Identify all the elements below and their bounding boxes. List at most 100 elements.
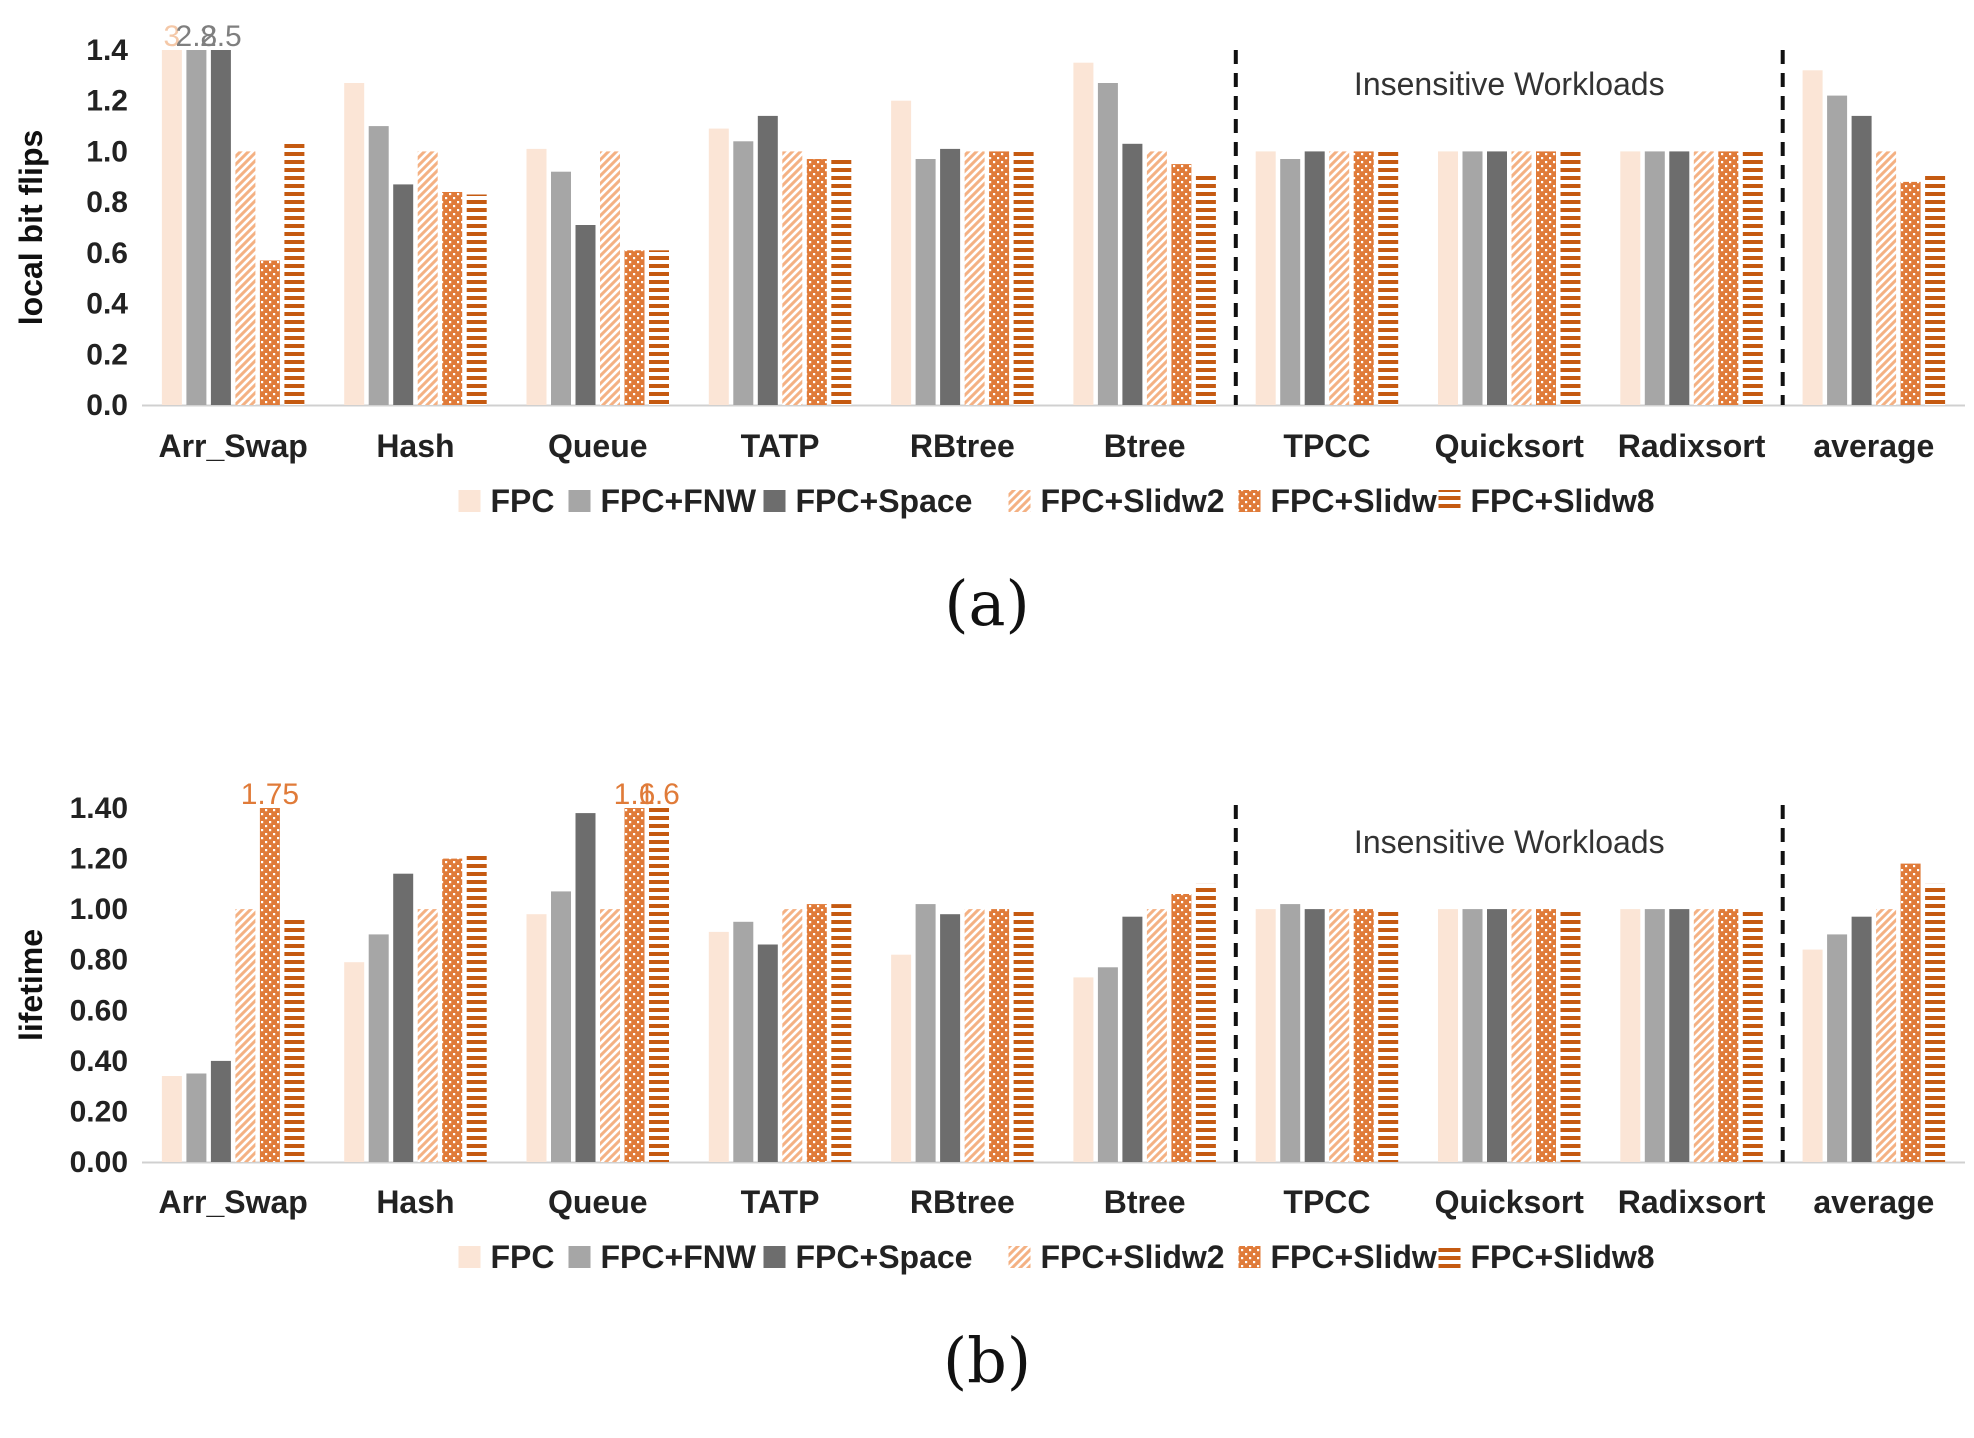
bar-rbtree-fpc-slidw8 [1013, 909, 1034, 1162]
bar-arr-swap-fpc-slidw [259, 260, 280, 405]
legend-label: FPC [491, 483, 555, 519]
y-axis-label: lifetime [13, 929, 49, 1041]
bar-hash-fpc-fnw [368, 126, 389, 405]
bar-average-fpc-space [1851, 115, 1872, 406]
bar-radixsort-fpc [1620, 909, 1641, 1162]
bar-hash-fpc-slidw [442, 858, 463, 1162]
legend-label: FPC+Slidw [1271, 1239, 1437, 1275]
y-tick-label: 0.60 [70, 994, 128, 1027]
legend-swatch-fpc-slidw8 [1438, 490, 1461, 512]
y-tick-label: 1.20 [70, 843, 128, 876]
bar-average-fpc-slidw [1900, 863, 1921, 1162]
legend-label: FPC+Slidw8 [1471, 483, 1655, 519]
bar-quicksort-fpc-slidw2 [1511, 151, 1532, 405]
panel-label: (b) [943, 1324, 1031, 1397]
bar-radixsort-fpc-fnw [1644, 909, 1665, 1162]
x-tick-label: RBtree [910, 1184, 1015, 1220]
bar-arr-swap-fpc-fnw [186, 1073, 207, 1162]
clipped-value-label: 1.6 [614, 778, 656, 811]
bar-hash-fpc-slidw [442, 192, 463, 405]
bar-queue-fpc-slidw [624, 250, 645, 405]
bar-quicksort-fpc-fnw [1462, 909, 1483, 1162]
x-tick-label: Radixsort [1618, 1184, 1766, 1220]
bar-queue-fpc-space [575, 225, 596, 405]
x-tick-label: Quicksort [1435, 428, 1585, 464]
legend-swatch-fpc-space [763, 1246, 786, 1268]
bar-radixsort-fpc-fnw [1644, 151, 1665, 405]
legend-label: FPC+Space [796, 483, 973, 519]
x-tick-label: TATP [741, 428, 820, 464]
bar-tatp-fpc-fnw [733, 921, 754, 1162]
x-tick-label: Queue [548, 428, 648, 464]
bar-radixsort-fpc-slidw2 [1693, 909, 1714, 1162]
bar-quicksort-fpc [1438, 151, 1458, 405]
bar-queue-fpc-slidw8 [649, 250, 669, 405]
bar-btree-fpc [1073, 977, 1094, 1162]
bar-tatp-fpc-slidw8 [831, 904, 852, 1162]
legend: FPC FPC+FNW FPC+Space FPC+Slidw2 FPC+Slidw FP… [458, 483, 1655, 519]
legend-label: FPC+Slidw2 [1041, 483, 1225, 519]
x-tick-label: TPCC [1283, 1184, 1370, 1220]
bar-arr-swap-fpc-slidw2 [235, 909, 256, 1162]
clipped-value-label: 2.5 [200, 20, 242, 53]
bar-average-fpc-slidw2 [1876, 909, 1897, 1162]
bar-quicksort-fpc-space [1487, 151, 1507, 405]
legend: FPC FPC+FNW FPC+Space FPC+Slidw2 FPC+Slidw FP… [458, 1239, 1655, 1275]
bar-tpcc-fpc-space [1304, 151, 1325, 405]
bar-arr-swap-fpc-slidw [259, 808, 280, 1162]
bar-queue-fpc [526, 148, 547, 405]
bar-hash-fpc-slidw2 [417, 151, 438, 405]
bar-rbtree-fpc-space [940, 914, 961, 1162]
bar-tatp-fpc-fnw [733, 141, 754, 406]
panel-label: (a) [944, 567, 1029, 640]
bar-rbtree-fpc [891, 100, 912, 405]
bar-average-fpc-slidw [1900, 181, 1921, 405]
bar-hash-fpc-slidw2 [417, 909, 438, 1162]
bar-tatp-fpc-slidw8 [831, 159, 852, 405]
bar-queue-fpc-space [575, 813, 596, 1162]
bar-arr-swap-fpc-space [210, 50, 231, 405]
bar-hash-fpc-space [393, 184, 414, 405]
bar-arr-swap-fpc-slidw2 [235, 151, 256, 405]
bar-btree-fpc-fnw [1097, 83, 1118, 405]
x-tick-label: Arr_Swap [158, 428, 307, 464]
bar-tpcc-fpc-slidw8 [1378, 909, 1399, 1162]
clipped-value-label: 1.75 [241, 778, 299, 811]
chart-panel-a: 0.0 0.2 0.4 0.6 0.8 1.0 1.2 1.4 local bit flips A… [13, 20, 1965, 640]
legend-swatch-fpc-slidw8 [1438, 1246, 1461, 1268]
bar-radixsort-fpc-slidw [1718, 909, 1739, 1162]
bar-queue-fpc [526, 914, 547, 1162]
bar-average-fpc-fnw [1827, 95, 1848, 405]
y-tick-label: 1.00 [70, 893, 128, 926]
bar-rbtree-fpc-fnw [915, 159, 936, 405]
y-tick-label: 0.80 [70, 944, 128, 977]
y-tick-label: 1.2 [86, 85, 128, 118]
bar-quicksort-fpc-slidw2 [1511, 909, 1532, 1162]
clipped-value-label: 2.8 [176, 20, 218, 53]
bar-average-fpc-space [1851, 916, 1872, 1162]
bar-tatp-fpc-slidw [806, 904, 827, 1162]
bar-radixsort-fpc-slidw8 [1742, 909, 1763, 1162]
legend-swatch-fpc-slidw [1238, 490, 1261, 512]
legend-swatch-fpc [458, 490, 481, 512]
y-tick-label: 1.4 [86, 34, 128, 67]
bar-tpcc-fpc-fnw [1280, 159, 1301, 405]
bar-tpcc-fpc-slidw [1353, 151, 1374, 405]
bar-hash-fpc-slidw8 [466, 194, 487, 405]
bar-tatp-fpc-slidw2 [782, 151, 803, 405]
bar-tatp-fpc-slidw2 [782, 909, 803, 1162]
bar-btree-fpc-space [1122, 916, 1143, 1162]
bar-quicksort-fpc [1438, 909, 1458, 1162]
bar-btree-fpc-space [1122, 143, 1143, 406]
bar-average-fpc-slidw2 [1876, 151, 1897, 405]
region-label: Insensitive Workloads [1354, 824, 1665, 860]
bar-arr-swap-fpc-slidw8 [284, 143, 305, 406]
bar-btree-fpc-slidw8 [1195, 174, 1216, 406]
bar-average-fpc-fnw [1827, 934, 1848, 1162]
legend-swatch-fpc-space [763, 490, 786, 512]
bar-tpcc-fpc-slidw2 [1329, 151, 1350, 405]
x-tick-label: Arr_Swap [158, 1184, 307, 1220]
chart-panel-b: 0.00 0.20 0.40 0.60 0.80 1.00 1.20 1.40 lifetime… [13, 778, 1965, 1397]
y-tick-label: 0.2 [86, 338, 128, 371]
bar-arr-swap-fpc-slidw8 [284, 916, 305, 1162]
